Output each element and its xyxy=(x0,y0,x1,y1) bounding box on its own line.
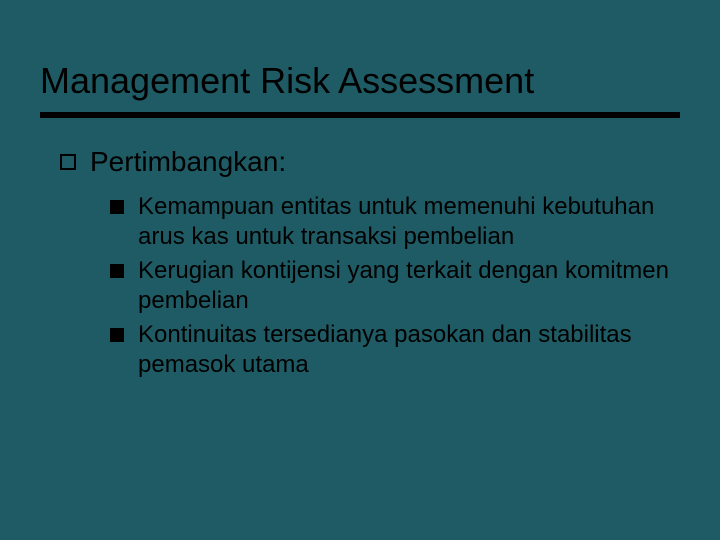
title-underline xyxy=(40,112,680,118)
level2-text: Kontinuitas tersedianya pasokan dan stab… xyxy=(138,320,678,380)
level1-text: Pertimbangkan: xyxy=(90,146,286,178)
filled-square-icon xyxy=(110,264,124,278)
bullet-level1: Pertimbangkan: xyxy=(60,146,680,178)
slide-container: Management Risk Assessment Pertimbangkan… xyxy=(0,0,720,540)
bullet-level2-item: Kemampuan entitas untuk memenuhi kebutuh… xyxy=(110,192,680,252)
hollow-square-icon xyxy=(60,154,76,170)
filled-square-icon xyxy=(110,328,124,342)
bullet-level2-item: Kontinuitas tersedianya pasokan dan stab… xyxy=(110,320,680,380)
level2-text: Kerugian kontijensi yang terkait dengan … xyxy=(138,256,678,316)
bullet-level2-item: Kerugian kontijensi yang terkait dengan … xyxy=(110,256,680,316)
level2-text: Kemampuan entitas untuk memenuhi kebutuh… xyxy=(138,192,678,252)
filled-square-icon xyxy=(110,200,124,214)
slide-title: Management Risk Assessment xyxy=(40,60,680,102)
